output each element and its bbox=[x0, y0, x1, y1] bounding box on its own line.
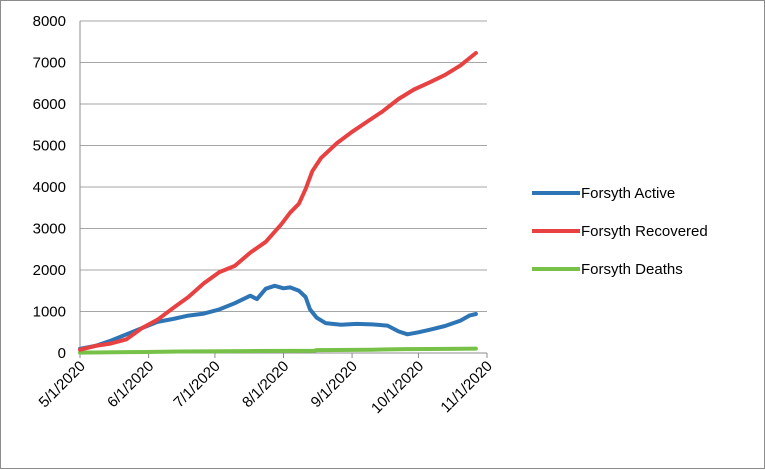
series-lines bbox=[78, 51, 478, 355]
x-tick-label: 7/1/2020 bbox=[170, 358, 223, 411]
legend-entry: Forsyth Deaths bbox=[532, 261, 683, 278]
legend-label: Forsyth Recovered bbox=[581, 223, 708, 240]
legend-label: Forsyth Active bbox=[581, 185, 675, 202]
legend: Forsyth Active Forsyth Recovered Forsyth D… bbox=[532, 185, 708, 278]
y-tick-label: 5000 bbox=[33, 138, 66, 155]
x-tick-label: 9/1/2020 bbox=[308, 358, 361, 411]
legend-entry: Forsyth Active bbox=[532, 185, 675, 202]
series-line-forsyth-deaths bbox=[78, 346, 478, 355]
x-tick-label: 11/1/2020 bbox=[437, 358, 495, 416]
x-tick-label: 5/1/2020 bbox=[36, 358, 89, 411]
x-tick-label: 8/1/2020 bbox=[239, 358, 292, 411]
y-tick-label: 3000 bbox=[33, 221, 66, 238]
x-axis-tick-labels: 5/1/2020 6/1/2020 7/1/2020 8/1/2020 9/1/2020… bbox=[36, 353, 496, 417]
gridlines bbox=[80, 20, 487, 312]
y-tick-label: 2000 bbox=[33, 262, 66, 279]
series-line-forsyth-recovered bbox=[78, 51, 478, 352]
y-tick-label: 0 bbox=[58, 345, 66, 362]
series-line-forsyth-active bbox=[78, 283, 478, 351]
legend-label: Forsyth Deaths bbox=[581, 261, 683, 278]
legend-entry: Forsyth Recovered bbox=[532, 223, 708, 240]
y-tick-label: 8000 bbox=[33, 13, 66, 30]
y-axis-tick-labels: 0 1000 2000 3000 4000 5000 6000 7000 8000 bbox=[33, 13, 66, 362]
y-tick-label: 4000 bbox=[33, 179, 66, 196]
y-tick-label: 7000 bbox=[33, 55, 66, 72]
x-tick-label: 10/1/2020 bbox=[368, 358, 427, 417]
y-tick-label: 1000 bbox=[33, 304, 66, 321]
y-tick-label: 6000 bbox=[33, 96, 66, 113]
x-tick-label: 6/1/2020 bbox=[104, 358, 157, 411]
